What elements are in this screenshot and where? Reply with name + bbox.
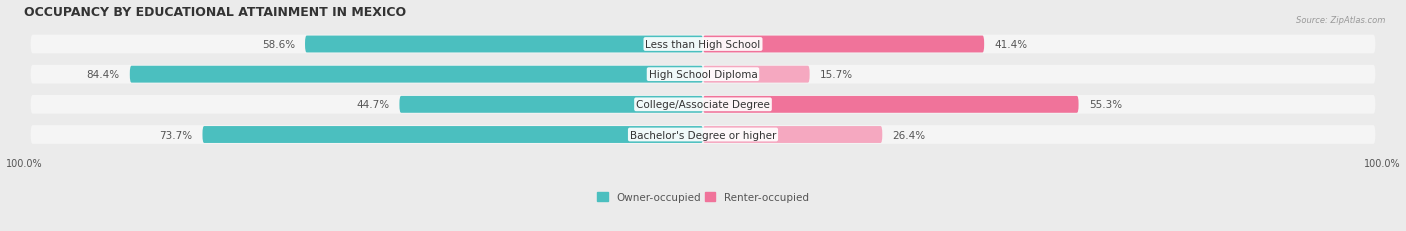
Text: 58.6%: 58.6% xyxy=(262,40,295,50)
Text: Bachelor's Degree or higher: Bachelor's Degree or higher xyxy=(630,130,776,140)
FancyBboxPatch shape xyxy=(703,67,810,83)
FancyBboxPatch shape xyxy=(703,97,1078,113)
Text: High School Diploma: High School Diploma xyxy=(648,70,758,80)
Text: 26.4%: 26.4% xyxy=(893,130,925,140)
Text: 84.4%: 84.4% xyxy=(87,70,120,80)
FancyBboxPatch shape xyxy=(305,36,703,53)
Text: OCCUPANCY BY EDUCATIONAL ATTAINMENT IN MEXICO: OCCUPANCY BY EDUCATIONAL ATTAINMENT IN M… xyxy=(24,6,406,18)
Text: 44.7%: 44.7% xyxy=(356,100,389,110)
FancyBboxPatch shape xyxy=(399,97,703,113)
FancyBboxPatch shape xyxy=(31,126,1375,144)
Text: College/Associate Degree: College/Associate Degree xyxy=(636,100,770,110)
Text: 55.3%: 55.3% xyxy=(1088,100,1122,110)
Text: Source: ZipAtlas.com: Source: ZipAtlas.com xyxy=(1295,16,1385,25)
FancyBboxPatch shape xyxy=(703,127,883,143)
FancyBboxPatch shape xyxy=(202,127,703,143)
Text: 73.7%: 73.7% xyxy=(159,130,193,140)
FancyBboxPatch shape xyxy=(703,36,984,53)
Text: 15.7%: 15.7% xyxy=(820,70,853,80)
FancyBboxPatch shape xyxy=(31,96,1375,114)
FancyBboxPatch shape xyxy=(129,67,703,83)
FancyBboxPatch shape xyxy=(31,66,1375,84)
Text: Less than High School: Less than High School xyxy=(645,40,761,50)
Text: 41.4%: 41.4% xyxy=(994,40,1028,50)
Legend: Owner-occupied, Renter-occupied: Owner-occupied, Renter-occupied xyxy=(593,188,813,206)
FancyBboxPatch shape xyxy=(31,36,1375,54)
